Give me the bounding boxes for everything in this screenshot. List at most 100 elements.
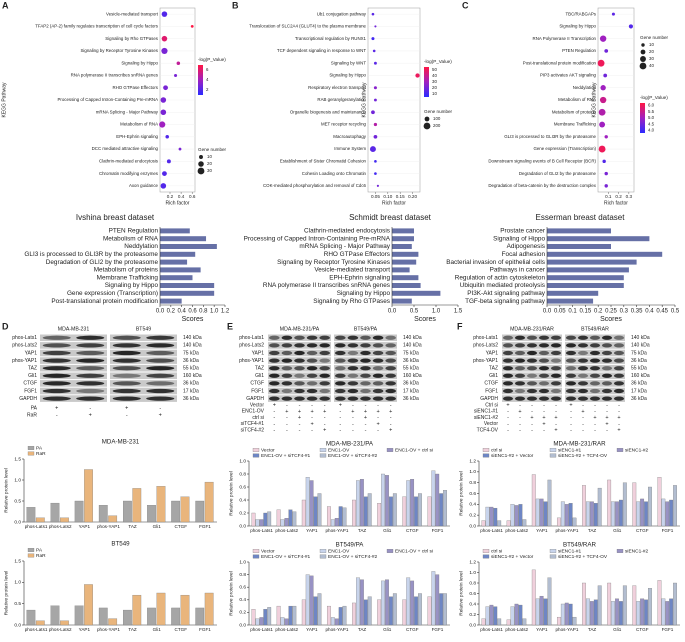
x-tick-label: FGF1 (432, 528, 444, 533)
size-key (423, 122, 431, 130)
bar (132, 594, 142, 626)
blot-band (565, 396, 577, 401)
blot-band (550, 388, 562, 394)
condition-mark: - (339, 415, 341, 421)
bar (147, 505, 156, 523)
condition-mark: - (377, 428, 379, 434)
size-key-label: 10 (207, 154, 212, 159)
blot-band (42, 343, 71, 348)
bar (522, 519, 527, 527)
condition-mark: + (310, 421, 313, 427)
blot-strip (40, 372, 107, 380)
x-tick-label: 1.2 (221, 309, 230, 315)
legend-label: siENC1-#2 (625, 447, 649, 453)
blot-band (347, 381, 359, 386)
condition-mark: - (531, 402, 533, 408)
dot (373, 134, 378, 139)
x-tick-label: phos-Lats1 (25, 627, 48, 632)
blot-band (360, 373, 371, 378)
blot-band (112, 350, 141, 356)
blot-band (306, 373, 318, 378)
blot-band (372, 396, 384, 401)
blot-band (42, 388, 71, 394)
bar (435, 473, 440, 527)
bar-label: Post-translational protein modification (51, 298, 158, 305)
condition-mark: + (389, 428, 392, 434)
bar (156, 592, 166, 626)
condition-mark: - (618, 421, 620, 427)
y-tick-label: 0.5 (14, 498, 21, 504)
protein-label: TAZ (28, 366, 37, 372)
condition-mark: - (570, 421, 572, 427)
pathway-label: Metabolism of RNA (120, 122, 158, 127)
x-tick-label: FGF1 (662, 528, 674, 533)
blot-band (146, 350, 175, 356)
bar (589, 501, 594, 527)
chart-title: BT549/RAR (563, 542, 597, 549)
bar (406, 480, 411, 527)
bar (669, 499, 674, 527)
pathway-label: TBC/RABGAPs (566, 11, 597, 16)
condition-mark: - (594, 402, 596, 408)
y-tick-label: 1.0 (469, 570, 476, 576)
bar (377, 599, 382, 626)
condition-mark: - (352, 421, 354, 427)
dot (599, 35, 607, 42)
blot-band (385, 366, 396, 371)
condition-mark: - (519, 402, 521, 408)
blot-band (601, 350, 613, 356)
dot (160, 183, 167, 189)
x-tick-label: 0.0 (156, 309, 165, 315)
protein-label: GAPDH (19, 396, 37, 402)
legend-swatch (549, 448, 557, 452)
blot-band (112, 373, 141, 378)
dot (372, 49, 376, 53)
color-tick-label: 5.5 (648, 109, 655, 114)
bar (607, 582, 612, 626)
protein-label: TAZ (489, 366, 498, 372)
bar-label: EPH-Ephrin signaling (329, 274, 390, 281)
blot-band (319, 335, 330, 340)
y-tick-label: 0.8 (239, 572, 246, 578)
blot-band (335, 381, 346, 386)
bar (531, 474, 536, 527)
blot-band (347, 343, 359, 348)
pathway-label: Ub1 conjugation pathway (317, 11, 367, 16)
x-axis-label: Scores (600, 316, 622, 323)
bar (640, 498, 645, 527)
blot-band (347, 335, 359, 340)
blot-band (42, 350, 71, 356)
pathway-label: Respiratory electron transport (308, 85, 367, 90)
blot-band (281, 343, 293, 348)
y-tick-label: 0.0 (239, 622, 246, 628)
blot-band (526, 335, 538, 340)
condition-label: TCF4-OV (477, 428, 499, 434)
bar (342, 605, 347, 626)
bar (313, 596, 318, 626)
blot-band (319, 396, 330, 401)
pathway-label: TFAP2 (AP-2) family regulates transcript… (35, 24, 159, 29)
x-axis-label: Rich factor (604, 200, 628, 206)
bar (586, 598, 590, 626)
pathway-label: Signaling by WNT (331, 60, 366, 65)
condition-mark: - (555, 409, 557, 415)
blot-strip (110, 334, 177, 342)
pathway-label: Metabolism of proteins (552, 109, 597, 114)
legend-label: ENC1-OV + siTCF4-#1 (261, 453, 311, 459)
bar (443, 490, 447, 527)
dot (604, 171, 608, 176)
blot-band (335, 350, 346, 356)
dot (178, 147, 182, 151)
blot-band (514, 358, 526, 363)
x-tick-label: 0.2 (167, 194, 174, 199)
blot-band (306, 381, 318, 386)
bar (607, 479, 612, 527)
condition-mark: - (531, 409, 533, 415)
bar (648, 486, 652, 527)
protein-label: FGF1 (24, 388, 37, 394)
condition-mark: + (298, 409, 301, 415)
blot-strip (40, 387, 107, 395)
bar-label: Membrane Trafficking (97, 274, 159, 281)
legend-label: siENC1-#2 (625, 548, 649, 554)
dot (190, 25, 194, 28)
